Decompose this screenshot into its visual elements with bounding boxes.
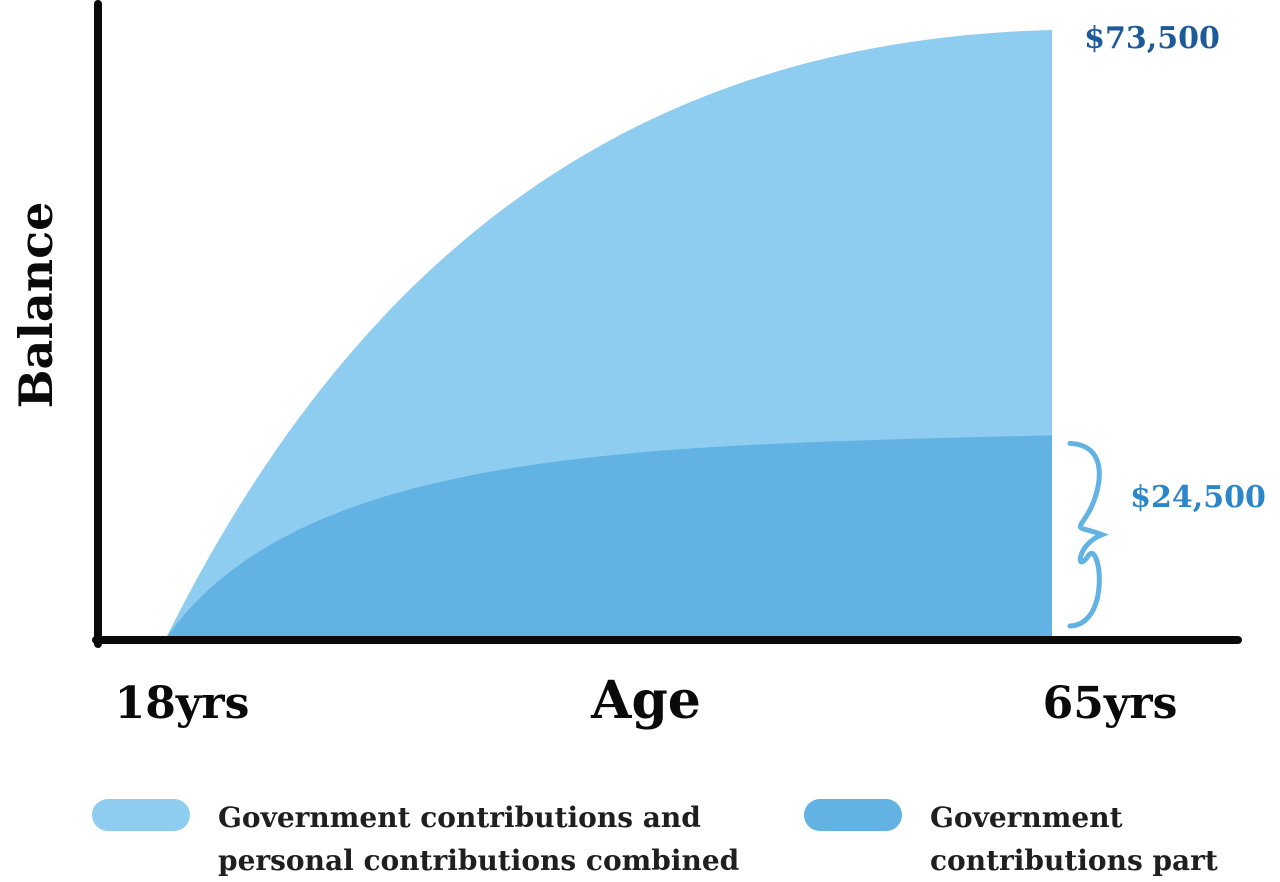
legend-label-combined-line2: personal contributions combined xyxy=(218,844,740,877)
legend-label-combined-line1: Government contributions and xyxy=(218,801,701,834)
x-tick-start: 18yrs xyxy=(115,678,250,729)
legend-label-government: Government contributions part xyxy=(930,796,1250,882)
government-contributions-area xyxy=(166,435,1052,638)
legend-item-combined: Government contributions and personal co… xyxy=(92,796,758,882)
legend-item-government: Government contributions part xyxy=(804,796,1250,882)
x-tick-end: 65yrs xyxy=(1043,678,1178,729)
legend-label-government-line1: Government xyxy=(930,801,1123,834)
y-axis-label: Balance xyxy=(9,202,63,409)
legend-label-combined: Government contributions and personal co… xyxy=(218,796,758,882)
value-label-government: $24,500 xyxy=(1130,480,1266,515)
value-label-combined: $73,500 xyxy=(1084,21,1220,56)
x-axis-label: Age xyxy=(590,670,701,731)
legend-swatch-combined xyxy=(92,799,190,831)
legend-swatch-government xyxy=(804,799,902,831)
bracket-24500 xyxy=(1067,440,1109,629)
legend-label-government-line2: contributions part xyxy=(930,844,1218,877)
